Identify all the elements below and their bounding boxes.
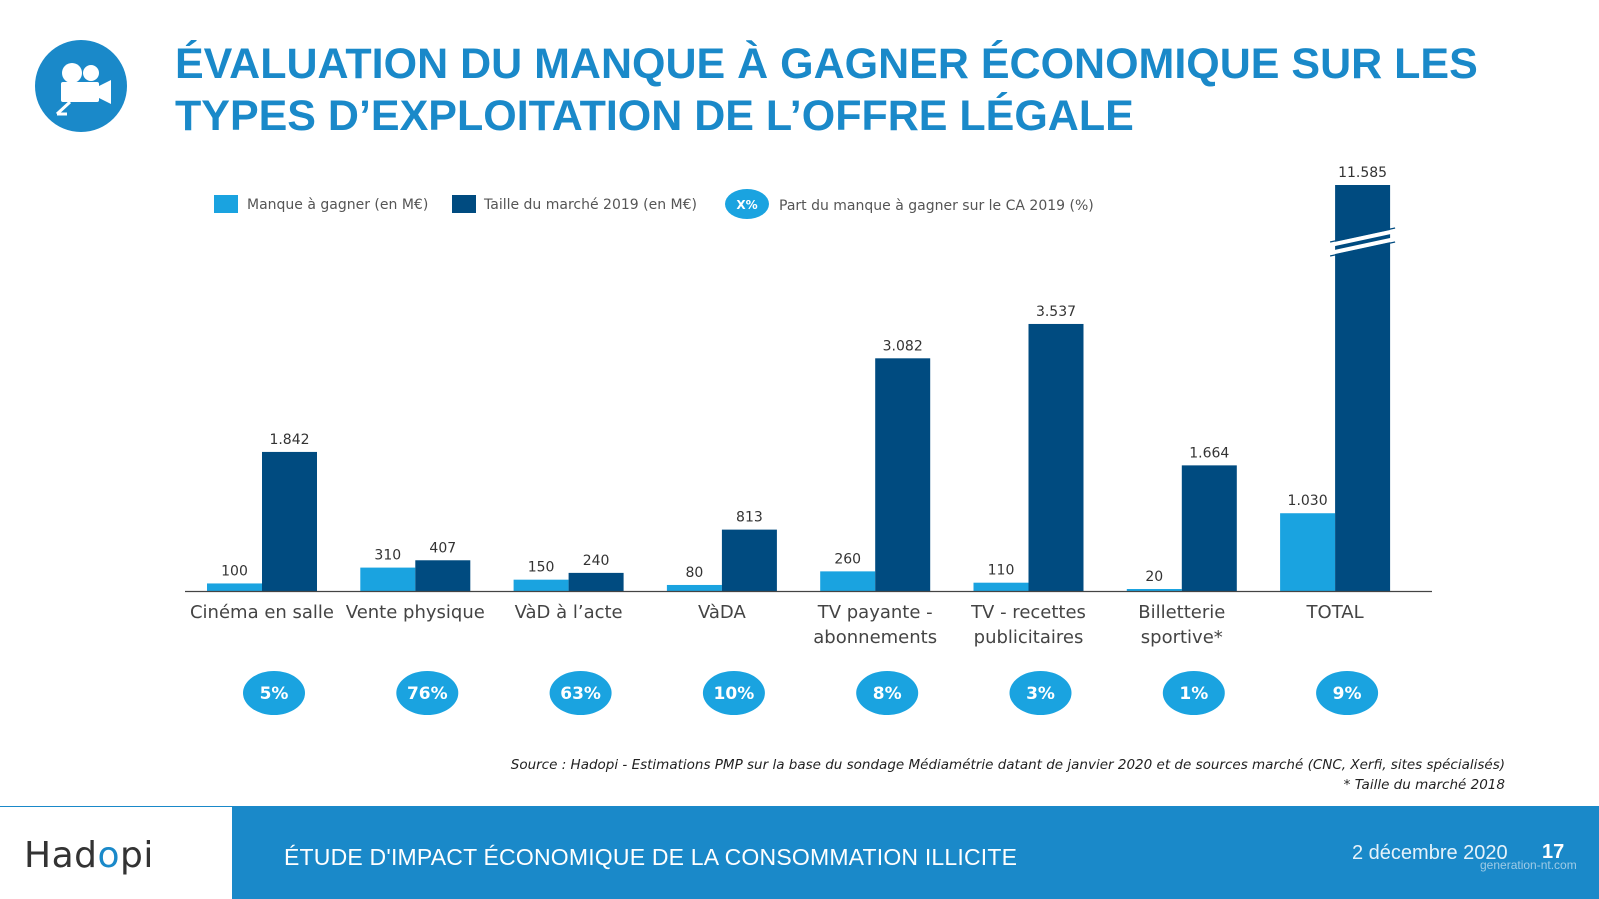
watermark: generation-nt.com <box>1480 858 1577 872</box>
bar-chart: Manque à gagner (en M€) Taille du marché … <box>185 165 1432 715</box>
bar-taille <box>875 358 931 591</box>
logo-accent: o <box>97 835 121 876</box>
category-label: Vente physique <box>346 602 485 623</box>
share-percent-label: 76% <box>407 684 448 704</box>
bar-manque <box>513 579 569 591</box>
page-title-line1: ÉVALUATION DU MANQUE À GAGNER ÉCONOMIQUE… <box>175 40 1478 88</box>
category-label: TV payante - <box>817 602 933 623</box>
value-label-taille: 1.842 <box>269 432 309 448</box>
bar-manque <box>207 583 262 591</box>
value-label-manque: 20 <box>1145 569 1163 585</box>
legend-label-share: Part du manque à gagner sur le CA 2019 (… <box>779 198 1094 214</box>
bar-taille <box>721 529 777 591</box>
value-label-manque: 150 <box>528 560 555 576</box>
share-percent-badge <box>856 671 919 715</box>
share-percent-label: 8% <box>873 684 902 704</box>
hadopi-logo: Hadopi <box>24 835 154 876</box>
share-percent-label: 10% <box>714 684 755 704</box>
category-label: abonnements <box>813 627 937 648</box>
bar-taille <box>1028 323 1084 591</box>
share-percent-badge <box>396 671 459 715</box>
legend-swatch-taille <box>452 195 476 213</box>
value-label-taille: 813 <box>736 510 763 526</box>
movie-camera-icon <box>35 40 127 132</box>
share-percent-badge <box>243 671 305 715</box>
value-label-manque: 110 <box>988 563 1015 579</box>
value-label-taille: 11.585 <box>1338 165 1387 181</box>
category-label: TOTAL <box>1306 602 1364 623</box>
axis-break-mark <box>1329 227 1396 243</box>
bar-taille <box>415 560 471 591</box>
axis-break-mark <box>1329 241 1396 257</box>
axis-break-mark <box>1329 229 1396 247</box>
value-label-manque: 1.030 <box>1288 493 1328 509</box>
category-label: Cinéma en salle <box>190 602 334 623</box>
legend-swatch-manque <box>214 195 238 213</box>
logo-part: Had <box>24 835 98 876</box>
legend-label-manque: Manque à gagner (en M€) <box>247 197 428 213</box>
share-percent-badge <box>702 671 765 715</box>
page-number: 17 <box>1542 841 1565 863</box>
footer-title: ÉTUDE D'IMPACT ÉCONOMIQUE DE LA CONSOMMA… <box>284 844 1018 870</box>
bar-manque <box>1280 513 1336 591</box>
bar-manque <box>666 584 722 591</box>
footnote-line: * Taille du marché 2018 <box>1343 777 1505 793</box>
source-note: Source : Hadopi - Estimations PMP sur la… <box>511 755 1505 795</box>
category-label: publicitaires <box>974 627 1084 648</box>
legend-label-taille: Taille du marché 2019 (en M€) <box>483 197 697 213</box>
bar-manque <box>820 571 876 591</box>
share-percent-label: 9% <box>1333 684 1362 704</box>
value-label-manque: 260 <box>834 551 861 567</box>
legend-swatch-share <box>725 189 769 219</box>
value-label-taille: 3.082 <box>883 338 923 354</box>
category-label: VàDA <box>698 602 746 623</box>
share-percent-badge <box>1162 671 1225 715</box>
bar-manque <box>973 582 1029 591</box>
share-percent-label: 5% <box>260 684 289 704</box>
value-label-manque: 310 <box>374 548 401 564</box>
value-label-manque: 100 <box>221 563 248 579</box>
value-label-manque: 80 <box>685 565 703 581</box>
share-percent-label: 63% <box>560 684 601 704</box>
share-percent-badge <box>1316 671 1379 715</box>
source-line: Source : Hadopi - Estimations PMP sur la… <box>510 757 1505 773</box>
logo-part-end: pi <box>120 835 154 876</box>
page-title-line2: TYPES D’EXPLOITATION DE L’OFFRE LÉGALE <box>175 92 1134 140</box>
axis-break-mark <box>1329 237 1396 255</box>
legend-share-symbol: X% <box>736 198 757 212</box>
category-label: sportive* <box>1141 627 1223 648</box>
value-label-taille: 240 <box>583 553 610 569</box>
share-percent-badge <box>1009 671 1072 715</box>
page-title: ÉVALUATION DU MANQUE À GAGNER ÉCONOMIQUE… <box>175 38 1555 142</box>
share-percent-label: 1% <box>1179 684 1208 704</box>
value-label-taille: 3.537 <box>1036 304 1076 320</box>
bar-manque <box>1126 589 1182 591</box>
value-label-taille: 407 <box>429 540 456 556</box>
footer-logo-area: Hadopi <box>0 806 232 899</box>
footer-bar: ÉTUDE D'IMPACT ÉCONOMIQUE DE LA CONSOMMA… <box>232 806 1599 899</box>
category-label: Billetterie <box>1138 602 1225 623</box>
share-percent-badge <box>549 671 612 715</box>
category-label: TV - recettes <box>970 602 1086 623</box>
value-label-taille: 1.664 <box>1189 445 1229 461</box>
footer-date: 2 décembre 2020 <box>1352 842 1508 864</box>
bar-taille <box>568 572 624 591</box>
bar-taille <box>1181 465 1237 591</box>
bar-taille <box>262 451 317 591</box>
bar-manque <box>360 567 416 591</box>
category-label: VàD à l’acte <box>515 602 623 623</box>
share-percent-label: 3% <box>1026 684 1055 704</box>
